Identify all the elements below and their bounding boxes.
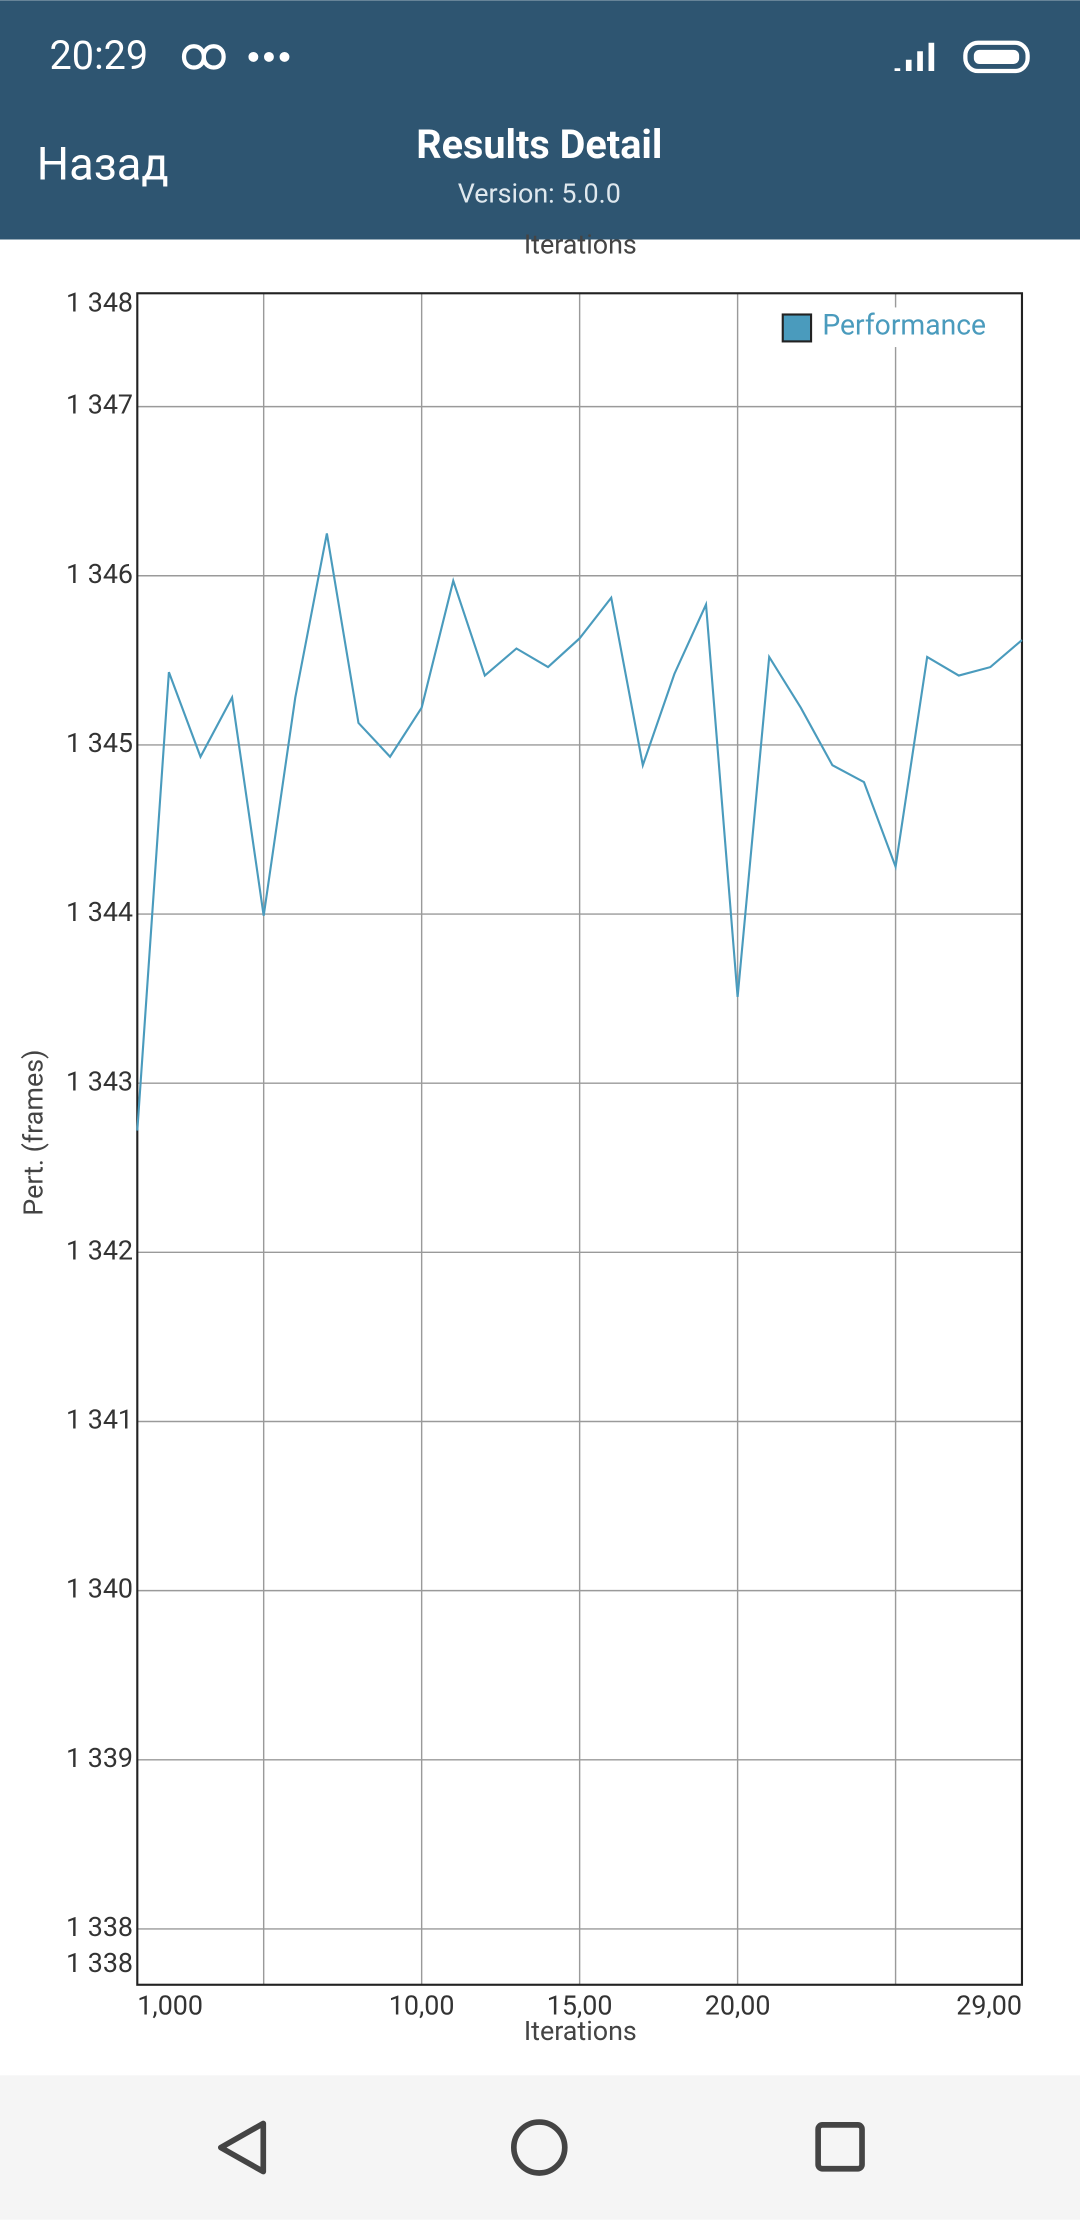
data-line — [136, 533, 1023, 1131]
y-tick-label: 1 340 — [66, 1573, 133, 1605]
nav-bar — [0, 2075, 1080, 2220]
status-icons — [181, 40, 1030, 74]
x-axis-title-top: Iterations — [524, 229, 637, 261]
x-axis-title: Iterations — [524, 2015, 637, 2047]
y-tick-label: 1 338 — [66, 1911, 133, 1943]
y-tick-label: 1 338 — [66, 1947, 133, 1979]
y-tick-label: 1 344 — [66, 896, 133, 928]
plot-border — [136, 292, 1024, 1986]
status-time: 20:29 — [50, 32, 149, 79]
x-tick-label: 1,000 — [137, 1990, 203, 2022]
y-tick-label: 1 343 — [66, 1065, 133, 1097]
y-tick-label: 1 339 — [66, 1742, 133, 1774]
nav-home[interactable] — [510, 2119, 568, 2176]
y-tick-label: 1 341 — [66, 1404, 133, 1436]
x-tick-label: 15,00 — [547, 1990, 613, 2022]
nav-recent[interactable] — [815, 2122, 865, 2172]
y-tick-label: 1 347 — [66, 389, 133, 421]
x-tick-label: 29,00 — [956, 1990, 1022, 2022]
back-button[interactable]: Назад — [37, 138, 169, 191]
y-tick-label: 1 345 — [66, 727, 133, 759]
header-title: Results Detail — [416, 121, 662, 168]
nav-back[interactable] — [217, 2120, 267, 2175]
y-tick-label: 1 348 — [66, 287, 133, 319]
y-axis-title: Pert. (frames) — [17, 1050, 49, 1216]
y-tick-label: 1 342 — [66, 1234, 133, 1266]
header-subtitle: Version: 5.0.0 — [458, 178, 621, 210]
x-tick-label: 10,00 — [389, 1990, 455, 2022]
legend-label: Performance — [822, 309, 986, 342]
x-tick-label: 20,00 — [705, 1990, 771, 2022]
y-tick-label: 1 346 — [66, 558, 133, 590]
legend-swatch — [781, 313, 813, 343]
app-bar — [0, 0, 1080, 240]
